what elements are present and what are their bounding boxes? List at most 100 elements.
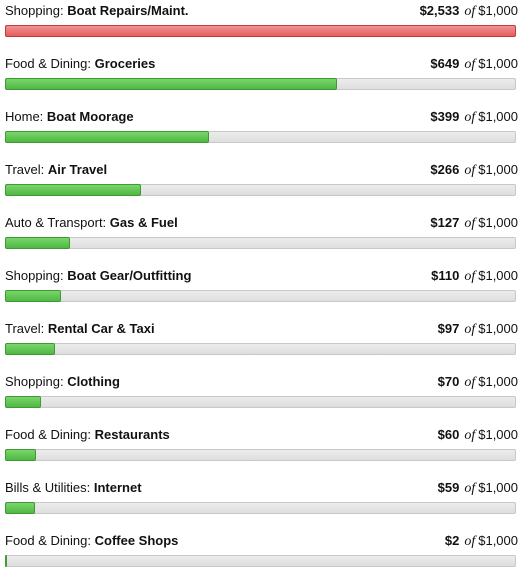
progress-track [5, 184, 516, 196]
progress-track [5, 131, 516, 143]
category-label: Boat Moorage [46, 109, 134, 124]
budget-amount: $1,000 [478, 480, 518, 495]
category-name[interactable]: Shopping: Clothing [5, 371, 120, 393]
category-name[interactable]: Shopping: Boat Repairs/Maint. [5, 0, 189, 22]
category-name[interactable]: Travel: Air Travel [5, 159, 107, 181]
budget-row[interactable]: Bills & Utilities: Internet $59 of $1,000 [0, 477, 524, 530]
budget-row[interactable]: Food & Dining: Groceries $649 of $1,000 [0, 53, 524, 106]
budget-amount: $1,000 [478, 533, 518, 548]
budget-row[interactable]: Food & Dining: Coffee Shops $2 of $1,000 [0, 530, 524, 583]
budget-row-header: Home: Boat Moorage $399 of $1,000 [5, 106, 518, 128]
of-label: of [464, 269, 476, 284]
of-label: of [464, 375, 476, 390]
parent-category: Shopping: [5, 268, 64, 283]
spent-amount: $59 [437, 480, 460, 495]
spent-amount: $2 [444, 533, 460, 548]
category-label: Boat Repairs/Maint. [67, 3, 189, 18]
category-name[interactable]: Shopping: Boat Gear/Outfitting [5, 265, 191, 287]
progress-track [5, 396, 516, 408]
budget-row-header: Food & Dining: Coffee Shops $2 of $1,000 [5, 530, 518, 552]
of-label: of [464, 57, 476, 72]
budget-row[interactable]: Shopping: Boat Gear/Outfitting $110 of $1,… [0, 265, 524, 318]
budget-amount: $1,000 [478, 56, 518, 71]
category-name[interactable]: Food & Dining: Restaurants [5, 424, 170, 446]
amounts: $399 of $1,000 [430, 106, 518, 129]
budget-row[interactable]: Food & Dining: Restaurants $60 of $1,000 [0, 424, 524, 477]
category-label: Clothing [67, 374, 120, 389]
amounts: $60 of $1,000 [438, 424, 518, 447]
progress-track [5, 555, 516, 567]
budget-amount: $1,000 [478, 268, 518, 283]
progress-track [5, 449, 516, 461]
amounts: $127 of $1,000 [430, 212, 518, 235]
parent-category: Travel: [5, 321, 45, 336]
budget-row[interactable]: Auto & Transport: Gas & Fuel $127 of $1,00… [0, 212, 524, 265]
category-label: Coffee Shops [94, 533, 179, 548]
progress-track [5, 290, 516, 302]
budget-amount: $1,000 [478, 427, 518, 442]
of-label: of [464, 322, 476, 337]
budget-row[interactable]: Home: Boat Moorage $399 of $1,000 [0, 106, 524, 159]
progress-fill [5, 25, 516, 37]
budget-row-header: Food & Dining: Restaurants $60 of $1,000 [5, 424, 518, 446]
progress-track [5, 343, 516, 355]
category-name[interactable]: Bills & Utilities: Internet [5, 477, 142, 499]
budget-row-header: Food & Dining: Groceries $649 of $1,000 [5, 53, 518, 75]
progress-fill [5, 343, 55, 355]
parent-category: Food & Dining: [5, 427, 91, 442]
progress-fill [5, 290, 61, 302]
budget-amount: $1,000 [478, 215, 518, 230]
budget-row[interactable]: Shopping: Clothing $70 of $1,000 [0, 371, 524, 424]
budget-row-header: Shopping: Boat Repairs/Maint. $2,533 of $1… [5, 0, 518, 22]
spent-amount: $266 [430, 162, 460, 177]
budget-amount: $1,000 [478, 321, 518, 336]
amounts: $70 of $1,000 [438, 371, 518, 394]
parent-category: Home: [5, 109, 44, 124]
progress-fill [5, 131, 209, 143]
of-label: of [464, 4, 476, 19]
spent-amount: $110 [431, 268, 460, 283]
budget-row-header: Shopping: Clothing $70 of $1,000 [5, 371, 518, 393]
amounts: $97 of $1,000 [438, 318, 518, 341]
budget-amount: $1,000 [478, 109, 518, 124]
progress-track [5, 237, 516, 249]
progress-fill [5, 555, 7, 567]
budget-row[interactable]: Shopping: Boat Repairs/Maint. $2,533 of $1… [0, 0, 524, 53]
progress-fill [5, 184, 141, 196]
category-name[interactable]: Auto & Transport: Gas & Fuel [5, 212, 178, 234]
category-label: Air Travel [47, 162, 108, 177]
of-label: of [464, 110, 476, 125]
amounts: $59 of $1,000 [438, 477, 518, 500]
of-label: of [464, 216, 476, 231]
of-label: of [464, 428, 476, 443]
category-name[interactable]: Food & Dining: Groceries [5, 53, 155, 75]
budget-amount: $1,000 [478, 162, 518, 177]
budget-row-header: Bills & Utilities: Internet $59 of $1,000 [5, 477, 518, 499]
budget-row-header: Auto & Transport: Gas & Fuel $127 of $1,00… [5, 212, 518, 234]
category-name[interactable]: Travel: Rental Car & Taxi [5, 318, 155, 340]
amounts: $649 of $1,000 [430, 53, 518, 76]
parent-category: Travel: [5, 162, 45, 177]
category-label: Rental Car & Taxi [47, 321, 155, 336]
progress-fill [5, 396, 41, 408]
budget-row[interactable]: Travel: Air Travel $266 of $1,000 [0, 159, 524, 212]
spent-amount: $97 [437, 321, 460, 336]
progress-fill [5, 237, 70, 249]
progress-fill [5, 78, 337, 90]
category-name[interactable]: Home: Boat Moorage [5, 106, 134, 128]
category-name[interactable]: Food & Dining: Coffee Shops [5, 530, 178, 552]
budget-row-header: Travel: Air Travel $266 of $1,000 [5, 159, 518, 181]
parent-category: Auto & Transport: [5, 215, 107, 230]
parent-category: Shopping: [5, 3, 64, 18]
spent-amount: $127 [430, 215, 460, 230]
parent-category: Bills & Utilities: [5, 480, 91, 495]
progress-fill [5, 502, 35, 514]
budget-amount: $1,000 [478, 374, 518, 389]
amounts: $266 of $1,000 [430, 159, 518, 182]
category-label: Restaurants [94, 427, 170, 442]
budget-row[interactable]: Travel: Rental Car & Taxi $97 of $1,000 [0, 318, 524, 371]
progress-track [5, 78, 516, 90]
spent-amount: $2,533 [419, 3, 460, 18]
progress-track [5, 502, 516, 514]
